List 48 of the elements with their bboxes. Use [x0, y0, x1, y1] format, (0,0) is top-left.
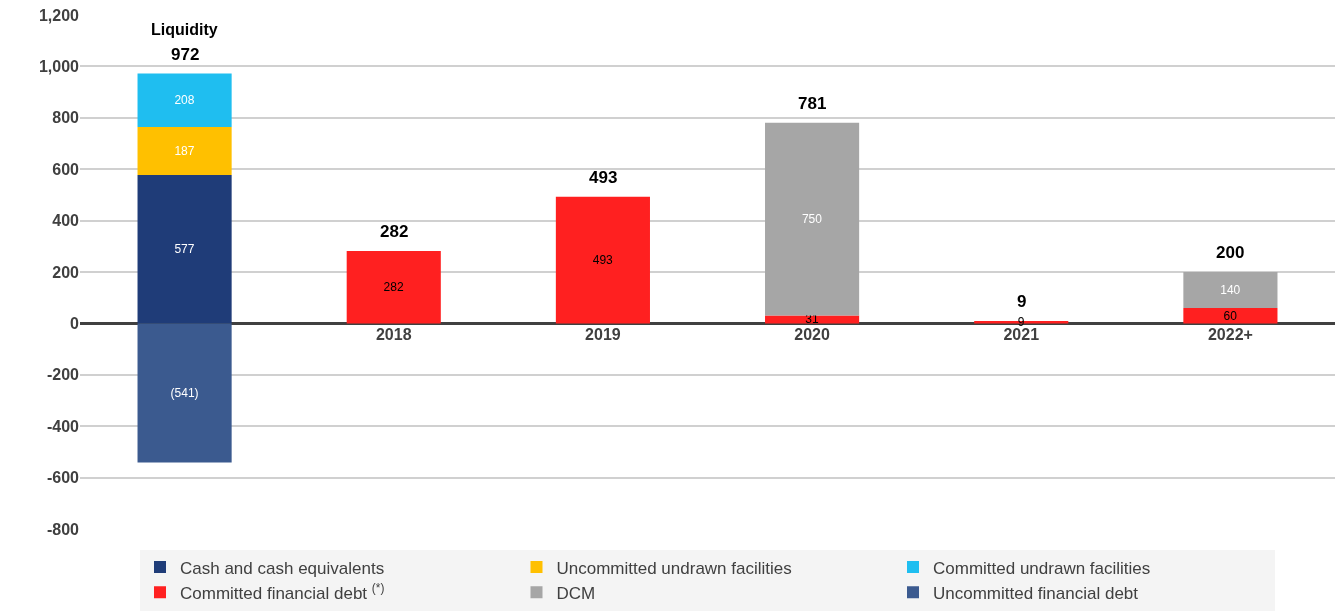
- total-label: 200: [1216, 243, 1245, 262]
- x-tick-label: 2020: [794, 326, 830, 344]
- y-tick-label: 400: [52, 212, 80, 230]
- bar: [1183, 307, 1278, 324]
- total-label: 282: [380, 222, 409, 241]
- bar: [137, 73, 232, 128]
- legend-label: Uncommitted undrawn facilities: [556, 558, 792, 578]
- legend-label: Committed undrawn facilities: [933, 558, 1151, 578]
- bar: [346, 250, 441, 324]
- y-tick-label: 0: [70, 315, 80, 332]
- y-tick-label: 1,200: [38, 6, 80, 24]
- annotation: Liquidity: [151, 21, 218, 38]
- y-tick-label: 800: [52, 109, 80, 127]
- bar: [765, 122, 860, 316]
- y-tick-label: -800: [46, 520, 80, 538]
- legend-label: Cash and cash equivalents: [180, 558, 385, 578]
- data-label: 187: [174, 144, 195, 159]
- data-label: 282: [383, 280, 404, 295]
- data-label: 750: [801, 212, 823, 227]
- data-label: 208: [174, 93, 195, 108]
- data-label: 140: [1220, 282, 1241, 297]
- legend-label: DCM: [556, 583, 596, 603]
- bar: [555, 196, 650, 324]
- total-label: 493: [589, 168, 618, 187]
- bar: [137, 175, 232, 324]
- y-tick-label: -400: [46, 417, 80, 435]
- x-tick-label: 2022+: [1207, 326, 1253, 344]
- annotation: 972: [171, 45, 200, 64]
- y-tick-label: 200: [52, 263, 80, 281]
- total-label: 9: [1017, 292, 1027, 311]
- x-tick-label: 2018: [375, 326, 412, 344]
- y-tick-label: -200: [46, 366, 80, 384]
- total-label: 781: [798, 94, 827, 113]
- data-label: 493: [592, 253, 614, 268]
- data-label: (541): [170, 385, 199, 400]
- data-label: 577: [174, 242, 195, 257]
- y-tick-label: -600: [46, 469, 80, 487]
- y-tick-label: 600: [52, 160, 80, 178]
- x-tick-label: 2021: [1003, 326, 1040, 344]
- bar: [137, 323, 232, 463]
- y-tick-label: 1,000: [38, 58, 80, 75]
- legend-label: Committed financial debt $^{(*)}$: [180, 580, 385, 603]
- bar: [1183, 272, 1278, 308]
- bar: [765, 315, 860, 324]
- x-tick-label: 2019: [585, 326, 621, 344]
- bar: [137, 127, 232, 176]
- legend-label: Uncommitted financial debt: [933, 583, 1139, 603]
- data-label: 60: [1223, 308, 1238, 323]
